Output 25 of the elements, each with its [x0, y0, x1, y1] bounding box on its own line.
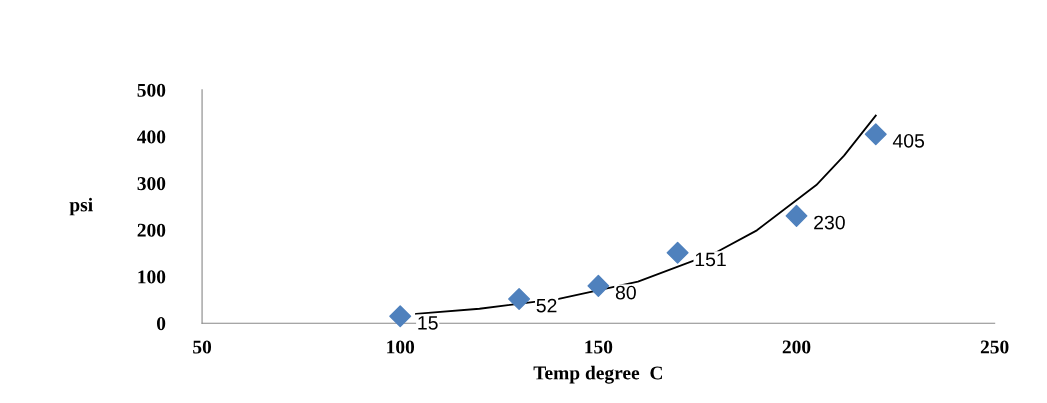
x-tick-label: 100	[387, 340, 415, 354]
x-tick-label: 250	[980, 340, 1009, 354]
data-label: 52	[536, 298, 557, 313]
data-label: 405	[892, 133, 925, 148]
data-label: 151	[695, 252, 726, 267]
x-tick-label: 150	[585, 340, 613, 354]
data-label: 230	[814, 215, 845, 230]
point	[508, 287, 531, 310]
y-tick-label: 500	[137, 83, 166, 97]
y-axis-title: psi	[69, 197, 93, 216]
y-tick-label: 100	[138, 270, 166, 284]
point	[785, 204, 808, 227]
x-tick-label: 200	[782, 340, 811, 354]
point	[666, 241, 689, 264]
data-label: 80	[615, 285, 636, 300]
data-label: 15	[418, 316, 438, 330]
y-tick-label: 0	[156, 317, 166, 331]
point	[587, 274, 610, 297]
y-tick-label: 200	[137, 223, 166, 237]
y-tick-label: 400	[137, 130, 166, 144]
x-axis-title: Temp degree C	[533, 365, 662, 384]
x-tick-label: 50	[193, 340, 212, 354]
y-tick-label: 300	[137, 177, 166, 191]
point	[389, 305, 412, 328]
point	[864, 123, 887, 146]
